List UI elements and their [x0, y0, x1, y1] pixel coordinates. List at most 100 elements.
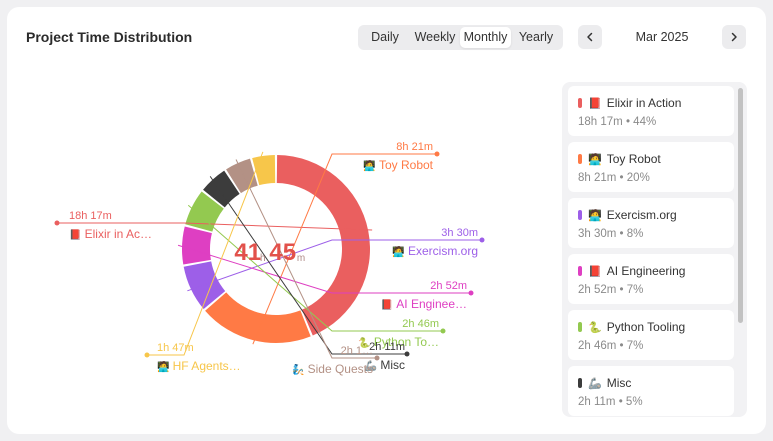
slice-icon-toy-robot: 🧑‍💻 [363, 159, 379, 172]
legend-item-toy-robot[interactable]: 🧑‍💻 Toy Robot 8h 21m • 20% [568, 142, 734, 192]
slice-duration-side-quests: 2h 1… [341, 345, 373, 357]
previous-month-button[interactable] [578, 25, 602, 49]
slice-duration-misc: 2h 11m [369, 341, 405, 353]
leader-line-python-tooling [187, 204, 443, 332]
slice-name-hf-agents: HF Agents… [173, 359, 241, 373]
legend-color-marker [578, 154, 582, 164]
slice-icon-misc: 🦾 [365, 360, 381, 372]
legend-color-marker [578, 210, 582, 220]
legend-item-misc[interactable]: 🦾 Misc 2h 11m • 5% [568, 366, 734, 416]
legend-item-name: Toy Robot [606, 152, 661, 166]
total-time: 41 h 45 m [234, 239, 305, 266]
next-month-button[interactable] [722, 25, 746, 49]
project-icon: 📕 [588, 264, 602, 278]
legend-item-header: 🧑‍💻 Toy Robot [578, 152, 661, 166]
range-weekly-button[interactable]: Weekly [414, 30, 456, 44]
leader-line-hf-agents [147, 151, 264, 356]
leader-dot-elixir-in-action [54, 220, 60, 226]
slice-duration-exercism-org: 3h 30m [441, 227, 478, 239]
current-month-label: Mar 2025 [635, 30, 689, 44]
total-hours-unit: h [260, 253, 266, 264]
chevron-left-icon [587, 32, 593, 42]
slice-label-misc: 🦾 Misc [365, 358, 405, 372]
legend-scrollbar-thumb[interactable] [738, 88, 743, 323]
card-title: Project Time Distribution [26, 29, 193, 45]
donut-segment-toy-robot[interactable] [205, 292, 311, 343]
donut-chart: 18h 17m 📕 Elixir in Ac… 8h 21m 🧑‍💻 Toy Robo… [54, 141, 485, 376]
legend-item-detail: 18h 17m • 44% [578, 116, 657, 128]
legend-item-elixir-in-action[interactable]: 📕 Elixir in Action 18h 17m • 44% [568, 86, 734, 136]
slice-icon-python-tooling: 🐍 [358, 336, 374, 349]
slice-name-python-tooling: Python To… [374, 335, 439, 349]
legend-item-python-tooling[interactable]: 🐍 Python Tooling 2h 46m • 7% [568, 310, 734, 360]
legend-item-detail: 8h 21m • 20% [578, 172, 650, 184]
leader-dot-misc [404, 351, 410, 357]
total-hours: 41 [234, 239, 261, 266]
leader-line-exercism-org [187, 239, 482, 292]
legend-color-marker [578, 378, 582, 388]
legend-item-header: 📕 Elixir in Action [578, 96, 681, 110]
leader-dot-toy-robot [434, 151, 440, 157]
legend-item-detail: 2h 11m • 5% [578, 396, 643, 408]
slice-label-ai-engineering: 📕 AI Enginee… [381, 297, 467, 311]
legend-panel: 📕 Elixir in Action 18h 17m • 44% 🧑‍💻 Toy Rob… [562, 82, 747, 417]
legend-item-name: Elixir in Action [606, 96, 682, 110]
legend-color-marker [578, 266, 582, 276]
legend-item-detail: 3h 30m • 8% [578, 228, 644, 240]
slice-label-toy-robot: 🧑‍💻 Toy Robot [363, 158, 433, 172]
slice-name-misc: Misc [380, 358, 405, 372]
legend-item-detail: 2h 52m • 7% [578, 284, 644, 296]
slice-name-exercism-org: Exercism.org [408, 244, 478, 258]
leader-line-misc [209, 176, 407, 355]
range-selector: Daily Weekly Monthly Yearly [358, 25, 563, 50]
leader-dot-exercism-org [479, 237, 485, 243]
range-yearly-button[interactable]: Yearly [518, 30, 554, 44]
slice-icon-elixir-in-action: 📕 [69, 229, 85, 241]
legend-item-name: AI Engineering [606, 264, 686, 278]
slice-duration-elixir-in-action: 18h 17m [69, 210, 112, 222]
project-icon: 🐍 [588, 320, 602, 334]
donut-segment-misc[interactable] [203, 170, 240, 208]
legend-color-marker [578, 98, 582, 108]
legend-item-header: 🐍 Python Tooling [578, 320, 685, 334]
slice-name-toy-robot: Toy Robot [379, 158, 434, 172]
slice-icon-ai-engineering: 📕 [381, 299, 397, 311]
slice-icon-side-quests: 🧞 [292, 363, 308, 376]
slice-duration-hf-agents: 1h 47m [157, 342, 194, 354]
range-monthly-button[interactable]: Monthly [460, 27, 511, 48]
donut-segment-ai-engineering[interactable] [181, 226, 212, 265]
project-icon: 📕 [588, 96, 602, 110]
leader-line-ai-engineering [177, 244, 471, 294]
legend-item-name: Exercism.org [606, 208, 677, 222]
legend-item-header: 🧑‍💻 Exercism.org [578, 208, 677, 222]
leader-dot-side-quests [374, 355, 380, 361]
legend-item-detail: 2h 46m • 7% [578, 340, 644, 352]
project-icon: 🧑‍💻 [588, 152, 602, 166]
donut-segment-elixir-in-action[interactable] [276, 155, 370, 336]
total-minutes-unit: m [297, 253, 305, 264]
legend-item-ai-engineering[interactable]: 📕 AI Engineering 2h 52m • 7% [568, 254, 734, 304]
leader-dot-hf-agents [144, 352, 150, 358]
legend-item-name: Misc [606, 376, 632, 390]
donut-segment-python-tooling[interactable] [185, 191, 224, 232]
slice-label-exercism-org: 🧑‍💻 Exercism.org [392, 244, 478, 258]
slice-label-side-quests: 🧞 Side Quests [292, 362, 373, 376]
slice-duration-python-tooling: 2h 46m [402, 318, 439, 330]
legend-item-header: 🦾 Misc [578, 376, 631, 390]
legend-item-name: Python Tooling [606, 320, 686, 334]
leader-dot-python-tooling [440, 328, 446, 334]
legend-color-marker [578, 322, 582, 332]
leader-dot-ai-engineering [468, 290, 474, 296]
project-icon: 🦾 [588, 376, 602, 390]
leader-line-elixir-in-action [57, 222, 373, 231]
legend-item-header: 📕 AI Engineering [578, 264, 685, 278]
slice-label-hf-agents: 🧑‍💻 HF Agents… [157, 359, 241, 373]
leader-line-side-quests [235, 159, 377, 359]
range-daily-button[interactable]: Daily [371, 30, 399, 44]
legend-item-exercism-org[interactable]: 🧑‍💻 Exercism.org 3h 30m • 8% [568, 198, 734, 248]
slice-icon-hf-agents: 🧑‍💻 [157, 360, 173, 373]
project-icon: 🧑‍💻 [588, 208, 602, 222]
time-distribution-card: Project Time Distribution Daily Weekly M… [7, 7, 766, 434]
slice-label-elixir-in-action: 📕 Elixir in Ac… [69, 227, 152, 241]
donut-segment-hf-agents[interactable] [252, 155, 276, 186]
